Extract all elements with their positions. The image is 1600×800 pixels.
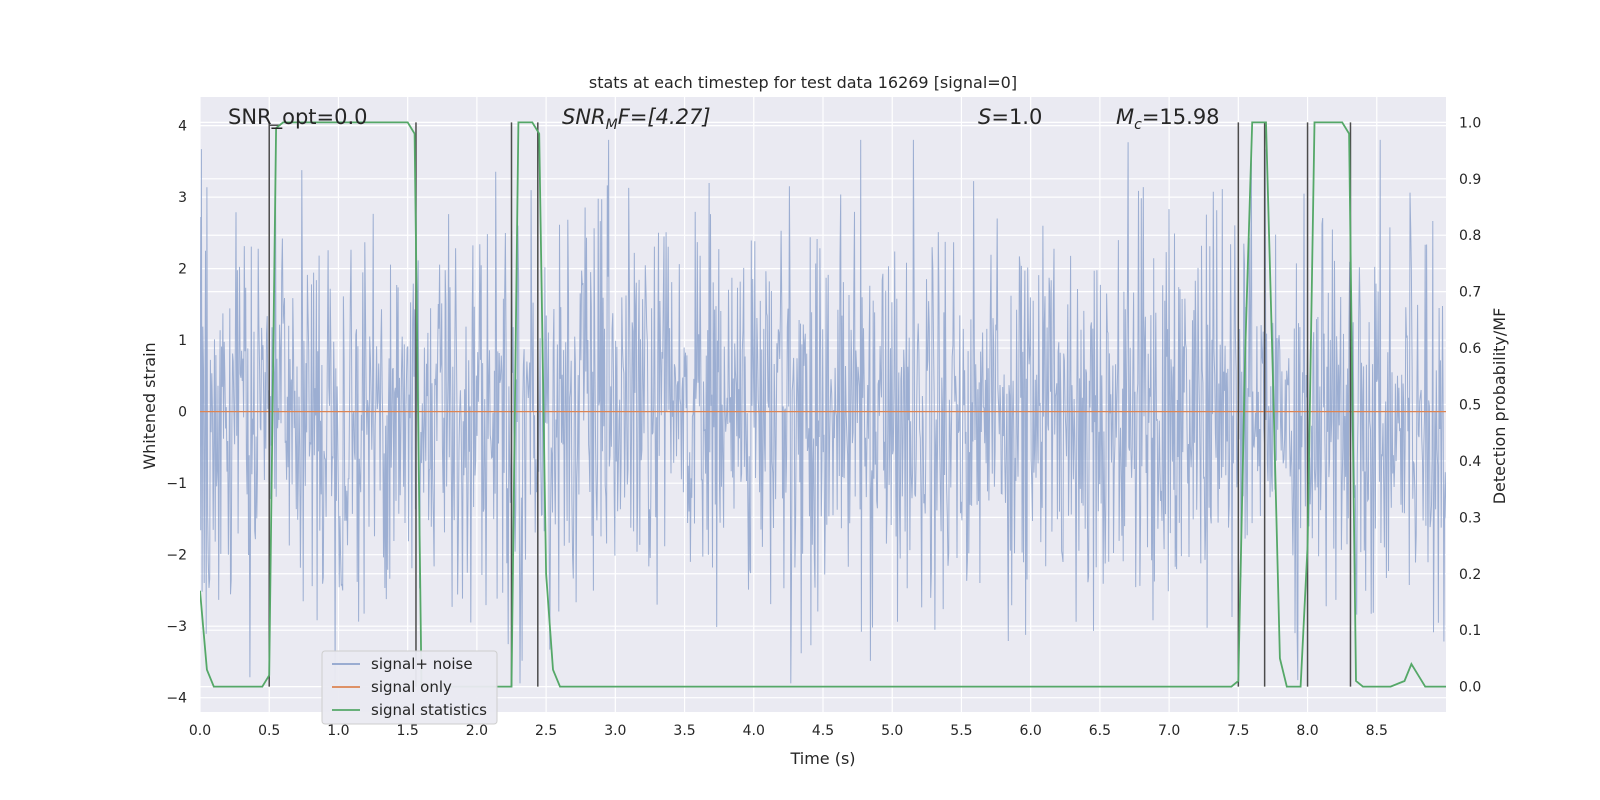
y-tick-label: 0 [178, 405, 187, 421]
svg-text:SNR_opt=0.0: SNR_opt=0.0 [228, 105, 368, 130]
legend-label-signal: signal only [371, 678, 452, 696]
y-axis-label: Whitened strain [140, 342, 159, 469]
y2-tick-label: 0.4 [1459, 454, 1481, 470]
chart-title: stats at each timestep for test data 162… [589, 73, 1017, 92]
x-tick-label: 4.5 [812, 723, 834, 739]
x-tick-label: 3.5 [673, 723, 695, 739]
x-tick-label: 7.5 [1227, 723, 1249, 739]
x-tick-label: 4.0 [743, 723, 765, 739]
y2-tick-label: 0.9 [1459, 172, 1481, 188]
svg-text:Mc=15.98: Mc=15.98 [1116, 105, 1220, 133]
y2-tick-label: 0.0 [1459, 680, 1481, 696]
x-tick-label: 3.0 [604, 723, 626, 739]
y-tick-label: −2 [166, 548, 187, 564]
y-tick-label: 3 [178, 190, 187, 206]
svg-text:S=1.0: S=1.0 [978, 105, 1042, 129]
axes: 0.0 0.5 1.0 1.5 2.0 2.5 3.0 3.5 4.0 4.5 5.0 5.5 6.0 6… [166, 115, 1481, 739]
legend-box [321, 650, 498, 725]
x-tick-label: 0.5 [258, 723, 280, 739]
x-tick-label: 1.5 [397, 723, 419, 739]
x-tick-label: 8.0 [1296, 723, 1318, 739]
legend-label-stats: signal statistics [371, 701, 487, 719]
x-tick-label: 1.0 [327, 723, 349, 739]
y-tick-label: 1 [178, 333, 187, 349]
y2-tick-label: 0.7 [1459, 285, 1481, 301]
y2-tick-label: 0.5 [1459, 398, 1481, 414]
legend-label-noise: signal+ noise [371, 655, 473, 673]
svg-text:SNRMF=[4.27]: SNRMF=[4.27] [562, 105, 711, 133]
y2-tick-label: 0.3 [1459, 510, 1481, 526]
x-tick-label: 5.5 [950, 723, 972, 739]
annotation-mc: Mc=15.98 [1116, 105, 1220, 133]
vertical-markers [268, 122, 1352, 687]
y-tick-label: −3 [166, 619, 187, 635]
x-tick-label: 2.5 [535, 723, 557, 739]
annotation-snr-opt: SNR_opt=0.0 [228, 105, 368, 130]
y-tick-label: 4 [178, 119, 187, 135]
stats-line [200, 121, 1446, 688]
x-tick-label: 5.0 [881, 723, 903, 739]
series-signal-statistics [200, 121, 1446, 688]
y-tick-label: 2 [178, 262, 187, 278]
y-tick-label: −1 [166, 476, 187, 492]
y2-tick-label: 0.8 [1459, 228, 1481, 244]
x-tick-label: 6.0 [1020, 723, 1042, 739]
x-tick-label: 8.5 [1366, 723, 1388, 739]
y2-axis-label: Detection probability/MF [1490, 308, 1509, 505]
y2-tick-label: 1.0 [1459, 115, 1481, 131]
annotation-s: S=1.0 [978, 105, 1042, 129]
y2-tick-label: 0.1 [1459, 623, 1481, 639]
x-tick-label: 2.0 [466, 723, 488, 739]
x-axis-label: Time (s) [789, 749, 855, 768]
x-tick-label: 7.0 [1158, 723, 1180, 739]
x-tick-label: 6.5 [1089, 723, 1111, 739]
legend: signal+ noise signal only signal statist… [321, 650, 498, 725]
annotation-snr-mf: SNRMF=[4.27] [562, 105, 711, 133]
y2-tick-label: 0.6 [1459, 341, 1481, 357]
y-tick-label: −4 [166, 691, 187, 707]
x-tick-label: 0.0 [189, 723, 211, 739]
y2-tick-label: 0.2 [1459, 567, 1481, 583]
